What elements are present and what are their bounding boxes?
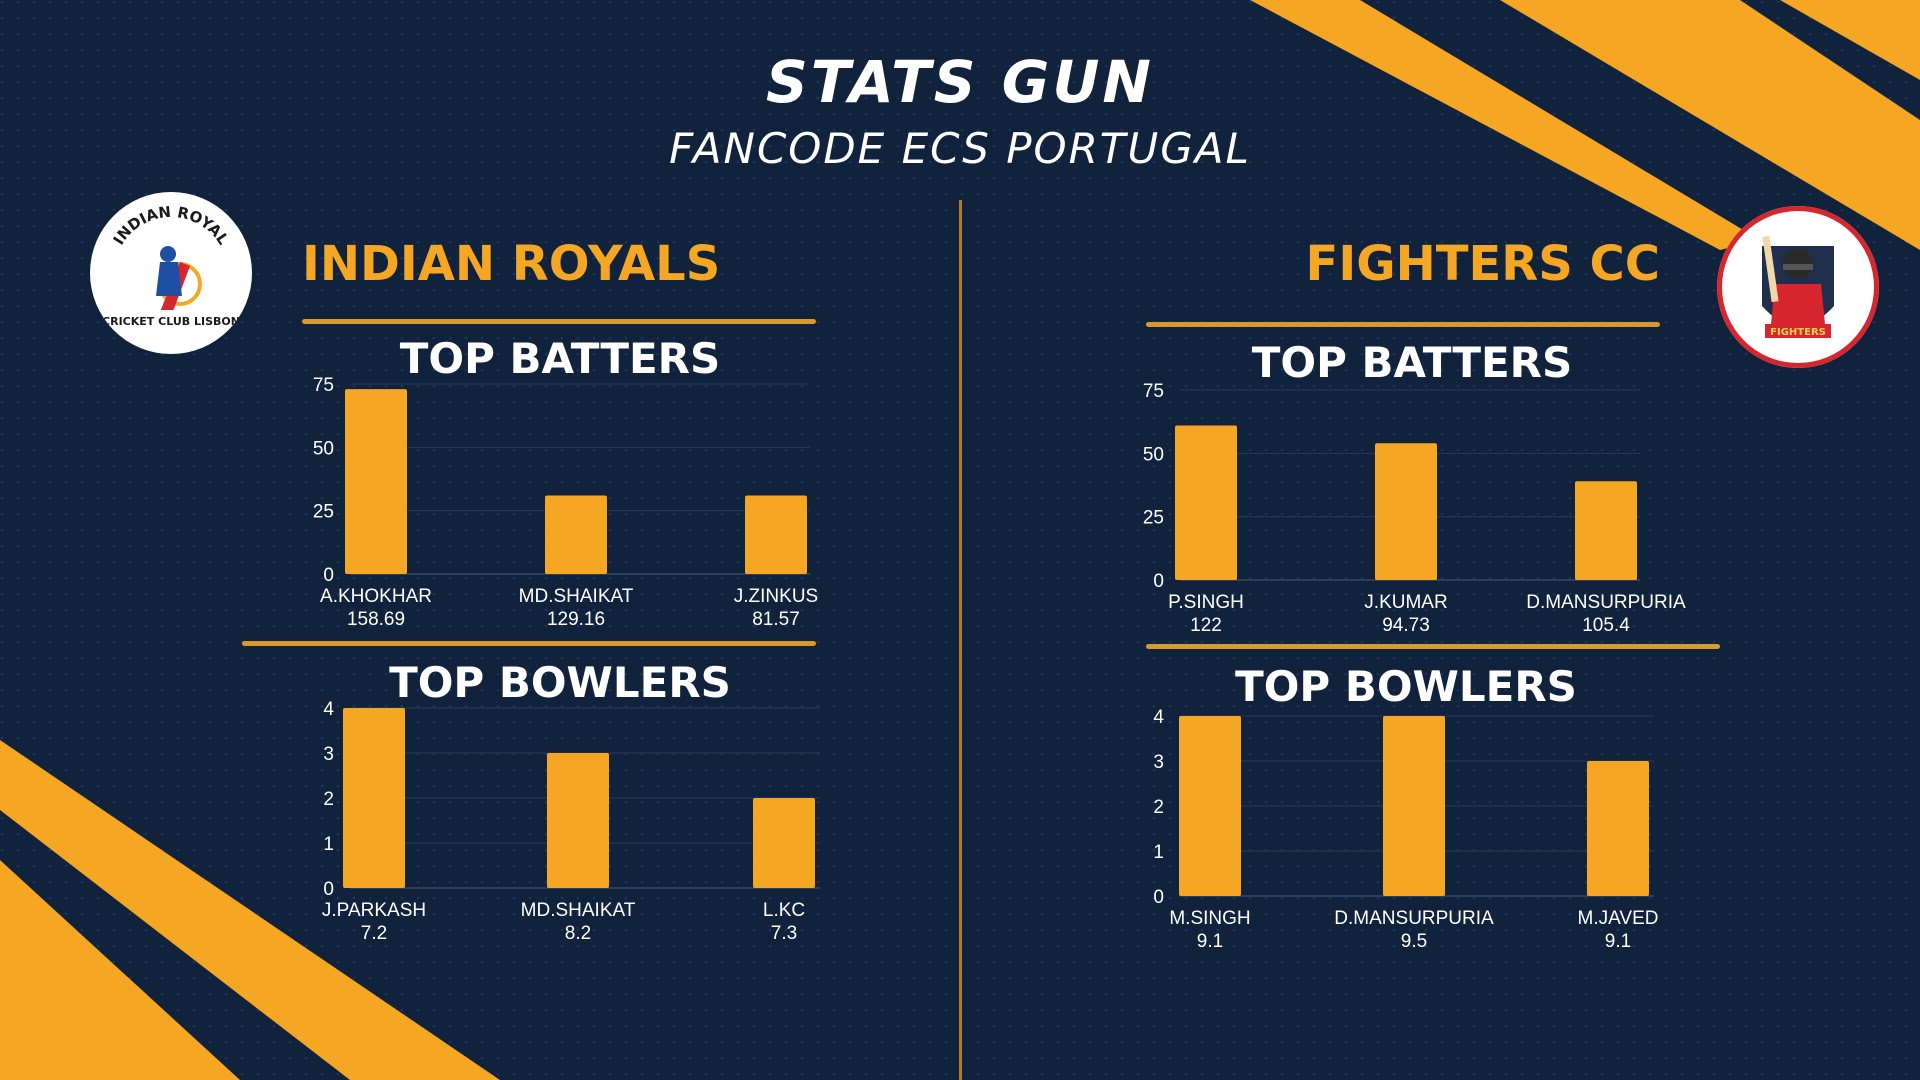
bar [1383, 716, 1445, 896]
bar [545, 495, 607, 574]
indian-royals-logo: INDIAN ROYAL CRICKET CLUB LISBON [90, 192, 252, 354]
orange-stripe [1250, 0, 1760, 250]
logo-badge-text: FIGHTERS [1770, 327, 1826, 338]
y-tick-label: 25 [1143, 508, 1164, 529]
bar [1575, 481, 1637, 580]
logo-bottom-text: CRICKET CLUB LISBON [102, 315, 240, 328]
category-label: MD.SHAIKAT [521, 900, 636, 921]
bar [753, 798, 815, 888]
category-sublabel: 105.4 [1582, 615, 1630, 636]
y-tick-label: 2 [323, 789, 334, 810]
fighters-logo: FIGHTERS [1717, 206, 1879, 368]
team-name-right: FIGHTERS CC [1305, 236, 1660, 292]
y-tick-label: 25 [313, 502, 334, 523]
bar [547, 753, 609, 888]
cricket-club-logo-icon: INDIAN ROYAL CRICKET CLUB LISBON [102, 203, 240, 330]
top-bowlers-title-right: TOP BOWLERS [1235, 662, 1577, 711]
orange-stripe [0, 860, 240, 1080]
category-label: MD.SHAIKAT [519, 586, 634, 607]
category-sublabel: 122 [1190, 615, 1222, 636]
category-label: J.KUMAR [1364, 592, 1447, 613]
orange-stripe [0, 740, 500, 1080]
category-sublabel: 158.69 [347, 609, 405, 630]
category-sublabel: 7.3 [771, 923, 797, 944]
team-underline-left [302, 319, 816, 324]
y-tick-label: 0 [323, 879, 334, 900]
orange-stripe [0, 1000, 90, 1080]
category-label: D.MANSURPURIA [1334, 908, 1494, 929]
category-label: J.PARKASH [322, 900, 426, 921]
category-label: P.SINGH [1168, 592, 1244, 613]
y-tick-label: 2 [1153, 797, 1164, 818]
category-sublabel: 9.1 [1197, 931, 1223, 952]
y-tick-label: 4 [1153, 707, 1164, 728]
team-underline-right [1146, 322, 1660, 327]
y-tick-label: 50 [313, 438, 334, 459]
page-subtitle: FANCODE ECS PORTUGAL [669, 124, 1251, 173]
category-sublabel: 8.2 [565, 923, 591, 944]
orange-stripe [1780, 0, 1920, 80]
logo-top-text: INDIAN ROYAL [110, 203, 233, 249]
bar [1587, 761, 1649, 896]
y-tick-label: 0 [1153, 571, 1164, 592]
center-divider [959, 200, 962, 1080]
category-sublabel: 81.57 [752, 609, 800, 630]
bar [1175, 425, 1237, 580]
bar [345, 389, 407, 574]
category-label: D.MANSURPURIA [1526, 592, 1686, 613]
category-sublabel: 94.73 [1382, 615, 1430, 636]
category-sublabel: 129.16 [547, 609, 605, 630]
y-tick-label: 4 [323, 699, 334, 720]
section-divider-left [242, 641, 816, 646]
y-tick-label: 1 [1153, 842, 1164, 863]
top-bowlers-title-left: TOP BOWLERS [389, 658, 731, 707]
page-title: STATS GUN [766, 48, 1154, 116]
category-sublabel: 9.5 [1401, 931, 1427, 952]
category-label: A.KHOKHAR [320, 586, 432, 607]
category-label: M.JAVED [1578, 908, 1659, 929]
fighters-batsman-logo-icon: FIGHTERS [1762, 235, 1834, 338]
y-tick-label: 0 [323, 565, 334, 586]
category-sublabel: 9.1 [1605, 931, 1631, 952]
y-tick-label: 3 [1153, 752, 1164, 773]
bar [1375, 443, 1437, 580]
bar [745, 495, 807, 574]
y-tick-label: 1 [323, 834, 334, 855]
y-tick-label: 0 [1153, 887, 1164, 908]
y-tick-label: 3 [323, 744, 334, 765]
team-name-left: INDIAN ROYALS [302, 236, 721, 292]
category-label: M.SINGH [1169, 908, 1250, 929]
bar [1179, 716, 1241, 896]
section-divider-right [1146, 644, 1720, 649]
y-tick-label: 50 [1143, 444, 1164, 465]
category-sublabel: 7.2 [361, 923, 387, 944]
category-label: L.KC [763, 900, 805, 921]
top-batters-title-left: TOP BATTERS [399, 334, 721, 383]
bar-chart-bowlers-right: 01234M.SINGH9.1D.MANSURPURIA9.5M.JAVED9.… [1153, 707, 1659, 952]
orange-stripe [1500, 0, 1920, 250]
category-label: J.ZINKUS [734, 586, 818, 607]
bar [343, 708, 405, 888]
y-tick-label: 75 [1143, 381, 1164, 402]
y-tick-label: 75 [313, 375, 334, 396]
top-batters-title-right: TOP BATTERS [1251, 338, 1573, 387]
